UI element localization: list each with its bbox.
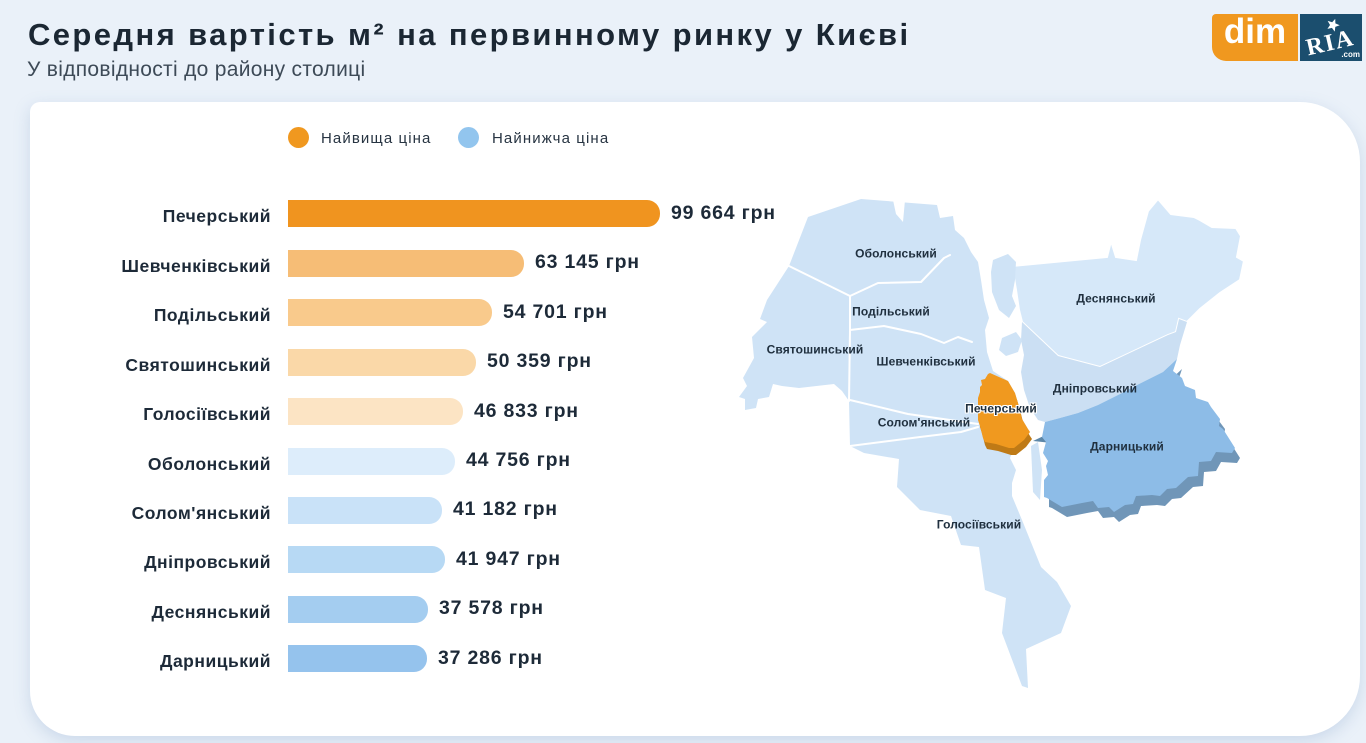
svg-text:.com: .com <box>1341 50 1360 59</box>
